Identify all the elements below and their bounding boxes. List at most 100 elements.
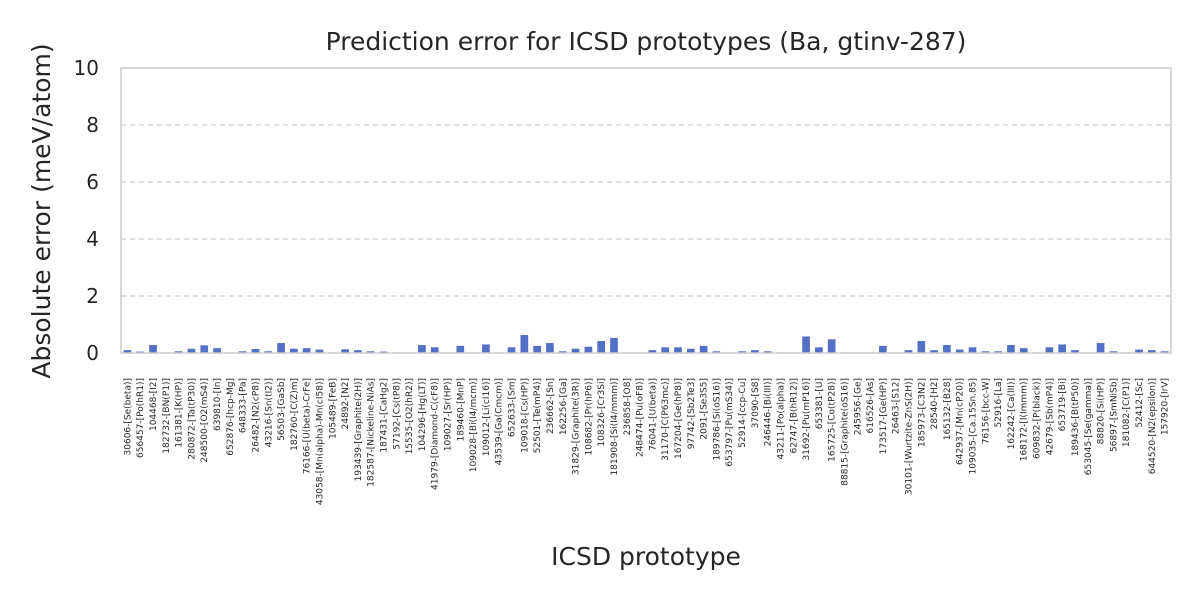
bar	[1109, 351, 1118, 353]
x-tick-label: 109018-[Cs(HP)]	[520, 378, 530, 453]
y-tick-labels: 0 2 4 6 8 10	[74, 56, 99, 365]
x-tick-label: 167204-[Ge(hP8)]	[674, 378, 684, 459]
x-tick-label: 246446-[Bi(III)]	[764, 378, 774, 446]
bar	[341, 349, 349, 353]
bar	[648, 350, 657, 353]
bar	[751, 350, 759, 353]
bar	[174, 351, 183, 353]
bar	[418, 345, 426, 353]
x-tick-label: 104468-[I2]	[149, 378, 159, 431]
bar	[930, 350, 938, 353]
y-tick-label: 6	[86, 170, 99, 194]
x-tick-label: 181082-[C(P1)]	[1122, 378, 1132, 447]
x-tick-label: 76041-[U(beta)]	[648, 378, 658, 451]
x-tick-label: 2091-[Se3S5]	[700, 378, 710, 440]
x-tick-label: 185973-[C3N2]	[917, 378, 927, 447]
x-tick-label: 43058-[Mn(alpha)-Mn(cI58)]	[315, 378, 325, 505]
bar	[366, 351, 375, 353]
bar	[507, 347, 516, 353]
bar	[546, 343, 554, 353]
x-tick-label: 639810-[In]	[213, 378, 223, 431]
x-tick-label: 248474-[Pu(oF8)]	[636, 378, 646, 457]
x-tick-label: 157920-[IrV]	[1161, 378, 1171, 435]
y-tick-label: 4	[86, 227, 99, 251]
bar	[1071, 350, 1079, 353]
bar	[213, 348, 221, 353]
bar	[200, 345, 209, 353]
x-tick-label: 43539-[Ga(Cmcm)]	[495, 378, 505, 465]
bar	[520, 335, 529, 353]
x-tick-label: 652876-[hcp-Mg]	[226, 378, 236, 456]
x-tick-label: 182760-[C(Z)m]	[290, 378, 300, 451]
x-tick-label: 189786-[Si(oS16)]	[712, 378, 722, 461]
x-tick-label: 656457-[Po(hR1)]	[136, 378, 146, 458]
x-tick-label: 37090-[S8]	[751, 378, 761, 428]
bar	[815, 347, 823, 353]
x-tick-label: 644520-[N2(epsilon)]	[1148, 378, 1158, 474]
bar	[123, 350, 132, 353]
x-tick-label: 609832-[P(black)]	[1033, 378, 1043, 459]
x-tick-label: 88820-[Si(HP)]	[1097, 378, 1107, 444]
x-tick-label: 108682-[Pr(hP6)]	[584, 378, 594, 455]
bar	[251, 349, 260, 353]
bar	[187, 348, 196, 353]
x-tick-label: 280872-[Ta(tP30)]	[187, 378, 197, 460]
bar	[686, 348, 695, 353]
x-tick-label: 43211-[Po(alpha)]	[776, 378, 786, 459]
x-tick-label: 26463-[S12]	[892, 378, 902, 434]
bar	[597, 341, 606, 353]
bar	[149, 345, 157, 353]
x-tick-label: 88815-[Graphite(oS16)]	[840, 378, 850, 486]
bar	[238, 351, 247, 353]
bar	[1019, 348, 1028, 353]
x-tick-label: 168172-[I(Immm)]	[1020, 378, 1030, 461]
y-tick-label: 10	[74, 56, 99, 80]
x-tick-label: 52916-[La]	[994, 378, 1004, 427]
x-tick-label: 109035-[Ca.15Sn.85]	[969, 378, 979, 474]
x-tick-label: 189436-[B(tP50)]	[1071, 378, 1081, 456]
x-tick-label: 104296-[Hg(LT)]	[418, 378, 428, 451]
bar	[264, 351, 273, 353]
bar	[1058, 344, 1066, 353]
x-tick-label: 109027-[Sr(HP)]	[444, 378, 454, 451]
bar	[456, 345, 465, 353]
bar	[943, 345, 951, 353]
y-tick-label: 2	[86, 284, 99, 308]
x-tick-label: 245956-[Ge]	[853, 378, 863, 435]
plot-area-frame	[120, 67, 1172, 354]
bar	[1007, 345, 1015, 353]
x-tick-label: 109028-[Bi(I4/mcm)]	[469, 378, 479, 472]
y-tick-label: 0	[86, 341, 99, 365]
bar	[763, 351, 772, 353]
bar	[430, 347, 439, 353]
y-tick-label: 8	[86, 113, 99, 137]
x-tick-label: 57192-[Cs(tP8)]	[392, 378, 402, 450]
x-tick-label: 31170-[C(P63mc)]	[661, 378, 671, 461]
x-tick-label: 56503-[GaSb]	[277, 378, 287, 441]
x-tick-label: 182587-[Nickeline-NiAs]	[367, 378, 377, 487]
bar	[1135, 349, 1143, 353]
x-tick-label: 182732-[BN(P1)]	[162, 378, 172, 454]
x-tick-label: 648333-[Pa]	[239, 378, 249, 433]
bar	[1045, 347, 1054, 353]
bar	[955, 349, 964, 353]
x-tick-label: 43216-[Sn(tI2)]	[264, 378, 274, 447]
x-tick-label: 173517-[Ge(HP)]	[879, 378, 889, 454]
bar	[1160, 351, 1169, 353]
x-tick-label: 653797-[Pu(mS34)]	[725, 378, 735, 467]
bar	[302, 348, 311, 353]
x-tick-label: 161381-[K(HP)]	[175, 378, 185, 448]
x-tick-label: 162256-[Ga]	[559, 378, 569, 435]
y-axis-label: Absolute error (meV/atom)	[27, 43, 56, 378]
x-tick-label: 109012-[Li(cI16)]	[482, 378, 492, 456]
bar	[738, 351, 746, 353]
bar	[354, 350, 362, 353]
x-tick-label: 653045-[Se(gamma)]	[1084, 378, 1094, 475]
x-tick-label: 31829-[Graphite(3R)]	[572, 378, 582, 475]
bar	[1147, 350, 1156, 353]
x-tick-label: 62747-[B(hR12)]	[789, 378, 799, 454]
bar	[904, 350, 913, 353]
chart-title: Prediction error for ICSD prototypes (Ba…	[326, 27, 967, 56]
x-tick-label: 642937-[Mn(cP20)]	[956, 378, 966, 465]
